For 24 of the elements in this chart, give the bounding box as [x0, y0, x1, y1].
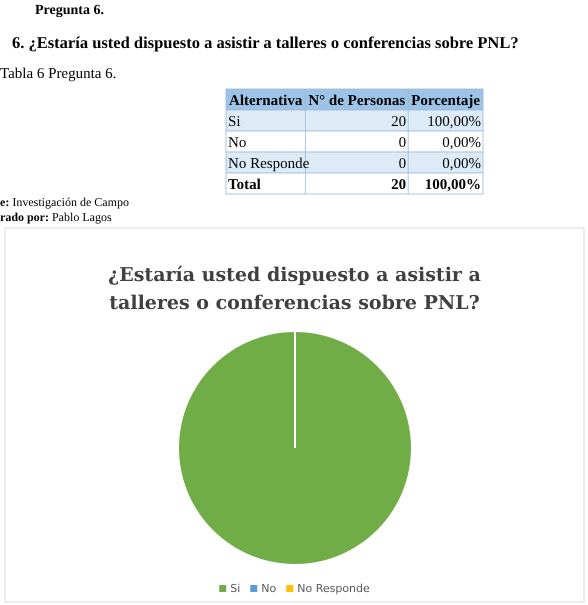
text: e: Investigación de Campo	[0, 195, 129, 209]
text: 0	[398, 135, 406, 151]
chart-title: ¿Estaría usted dispuesto a asistir a talleres o conferencias sobre PNL?	[108, 264, 481, 314]
text: 0,00%	[442, 135, 482, 151]
text: N° de Personas	[308, 93, 406, 109]
text: 20	[391, 177, 406, 193]
text: 100,00%	[427, 114, 482, 130]
text: 0	[398, 156, 406, 172]
legend-label: No Responde	[297, 582, 370, 595]
text: 100,00%	[424, 177, 482, 193]
category-label: Si	[228, 114, 241, 130]
text: 0,00%	[442, 156, 482, 172]
text: 6. ¿Estaría usted dispuesto a asistir a talleres o conferencias sobre PNL?	[12, 33, 519, 52]
legend-label: Si	[230, 582, 240, 595]
text: rado por: Pablo Lagos	[0, 210, 112, 224]
category-label: No Responde	[228, 156, 310, 172]
text: 20	[391, 114, 406, 130]
text: Alternativa	[229, 93, 303, 109]
text: Tabla 6 Pregunta 6.	[0, 66, 116, 82]
text: Total	[228, 177, 261, 193]
text: Porcentaje	[411, 93, 480, 109]
legend-label: No	[261, 582, 276, 595]
text: Pregunta 6.	[35, 3, 104, 18]
category-label: No	[228, 135, 246, 151]
